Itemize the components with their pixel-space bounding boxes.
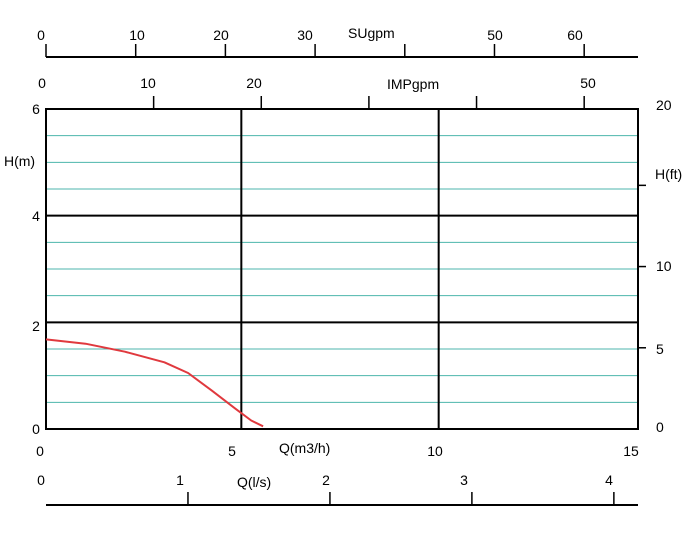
plot-grid [45,108,639,430]
tick-label-usgpm: 20 [213,27,229,43]
tick-label-ls: 4 [605,472,613,488]
tick-label-h-m: 6 [32,101,40,117]
tick-label-ls: 1 [176,472,184,488]
tick-label-impgpm: 0 [38,75,46,91]
q-ls-axis-label: Q(l/s) [237,474,271,490]
tick-label-usgpm: 60 [567,27,583,43]
tick-label-impgpm: 50 [580,75,596,91]
tick-label-usgpm: 30 [297,27,313,43]
tick-label-ls: 0 [37,472,45,488]
tick-label-usgpm: 10 [129,27,145,43]
tick-label-m3h: 5 [228,443,236,459]
tick-label-h-m: 0 [32,421,40,437]
tick-label-h-ft: 20 [656,97,672,113]
tick-label-h-m: 2 [32,318,40,334]
pump-curve-line [45,338,264,428]
tick-label-usgpm: 50 [487,27,503,43]
usgpm-axis-label: SUgpm [348,25,395,41]
tick-label-h-ft: 0 [656,419,664,435]
tick-label-h-ft: 10 [656,258,672,274]
tick-label-ls: 2 [322,472,330,488]
h-ft-axis-label: H(ft) [655,166,682,182]
tick-label-ls: 3 [460,472,468,488]
tick-label-h-m: 4 [32,208,40,224]
q-m3h-axis-label: Q(m3/h) [279,440,330,456]
tick-label-usgpm: 0 [37,27,45,43]
tick-label-m3h: 15 [623,443,639,459]
h-m-axis-label: H(m) [4,153,35,169]
tick-label-m3h: 0 [36,443,44,459]
tick-label-impgpm: 10 [140,75,156,91]
plot-frame [45,108,639,430]
tick-label-impgpm: 20 [246,75,262,91]
tick-label-h-ft: 5 [656,341,664,357]
tick-label-m3h: 10 [427,443,443,459]
data-series [45,338,264,428]
impgpm-axis-label: IMPgpm [387,76,439,92]
